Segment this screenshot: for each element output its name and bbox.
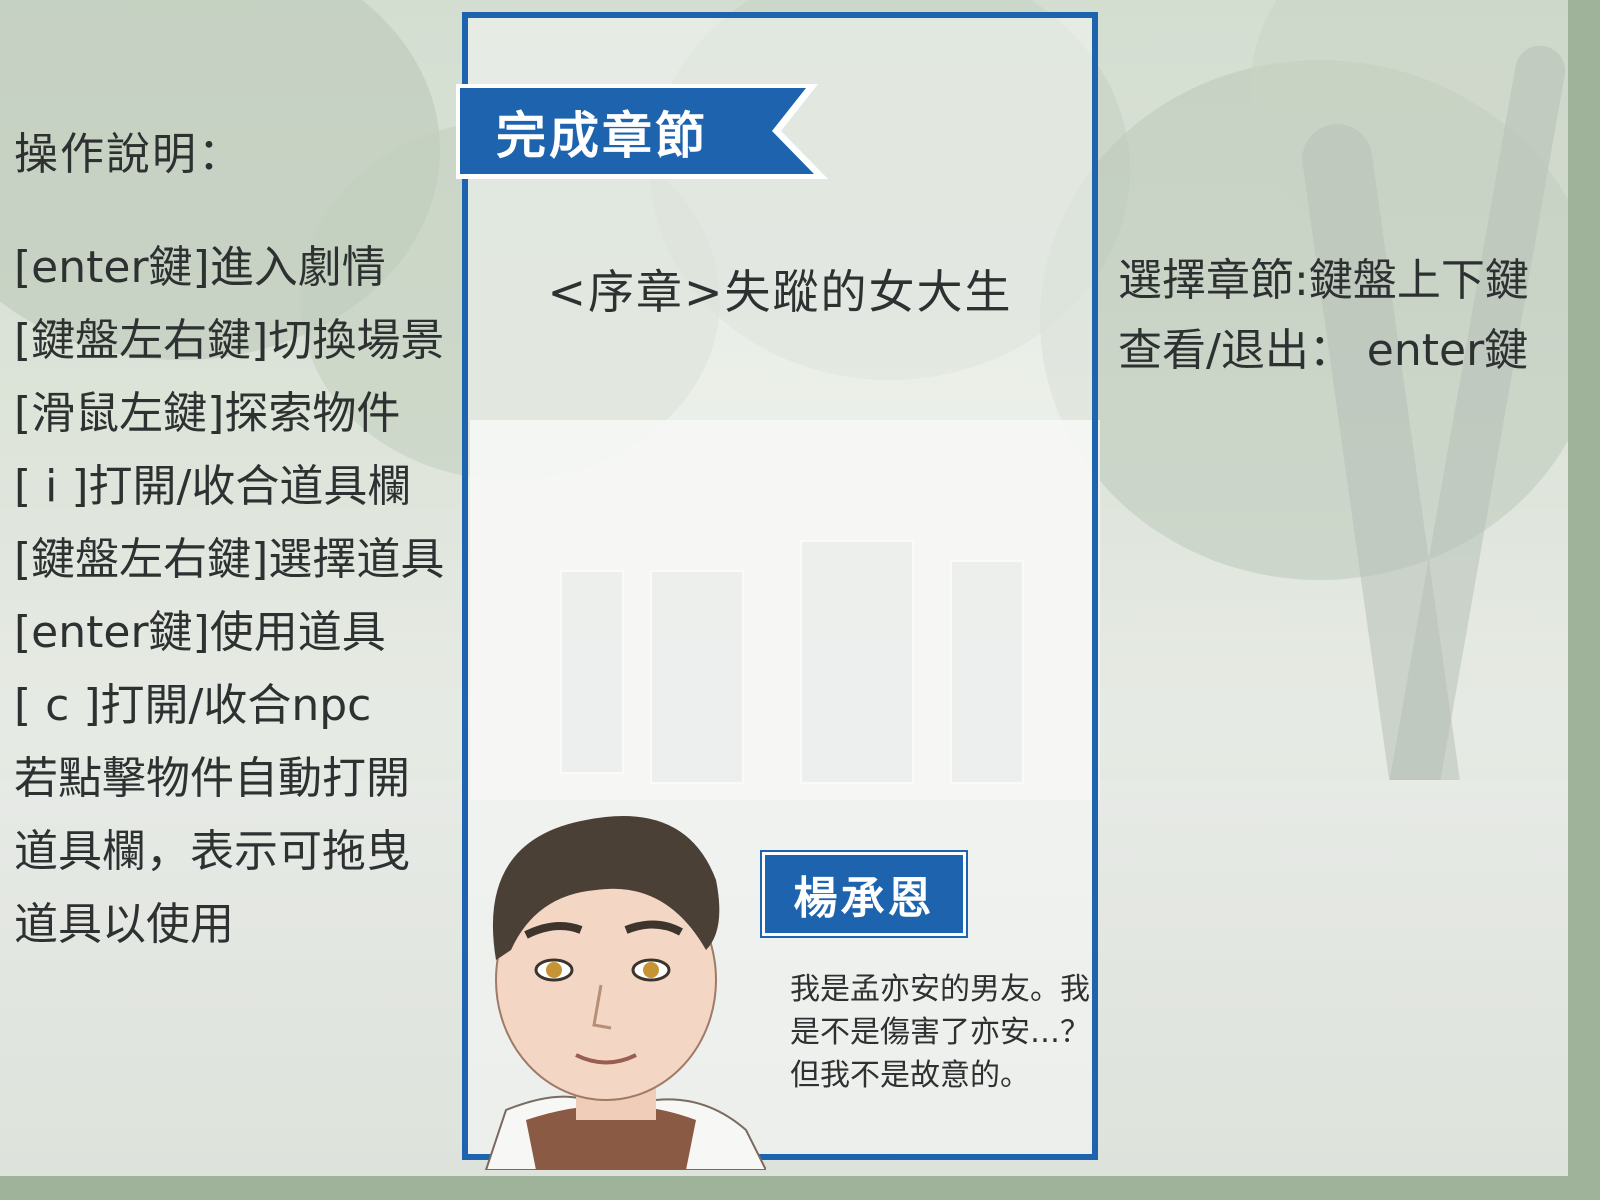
character-portrait [466, 800, 768, 1171]
help-line: [enter鍵]進入劇情 [14, 242, 386, 293]
help-line: 若點擊物件自動打開 [14, 753, 410, 804]
background-scene [0, 0, 1568, 1176]
ribbon-shape [456, 84, 828, 179]
completed-chapters-banner: 完成章節 [456, 84, 828, 179]
help-line: [ i ]打開/收合道具欄 [14, 461, 412, 512]
help-line: 道具欄，表示可拖曳 [14, 826, 410, 877]
help-line: 道具以使用 [14, 899, 234, 950]
chapter-title[interactable]: <序章>失蹤的女大生 [547, 265, 1013, 319]
character-dialogue: 我是孟亦安的男友。我是不是傷害了亦安…？但我不是故意的。 [790, 972, 1090, 1093]
chapter-select-help: 選擇章節:鍵盤上下鍵 查看/退出： enter鍵 [1118, 246, 1563, 386]
select-chapter-hint: 選擇章節:鍵盤上下鍵 [1118, 255, 1529, 306]
help-line: [鍵盤左右鍵]切換場景 [14, 315, 445, 366]
controls-help-title: 操作說明： [14, 129, 244, 180]
character-name-plate: 楊承恩 [760, 850, 968, 938]
view-exit-hint: 查看/退出： enter鍵 [1118, 325, 1529, 376]
help-line: [鍵盤左右鍵]選擇道具 [14, 534, 445, 585]
help-line: [ c ]打開/收合npc [14, 680, 372, 731]
help-line: [enter鍵]使用道具 [14, 607, 386, 658]
banner-label: 完成章節 [496, 107, 708, 165]
help-line: [滑鼠左鍵]探索物件 [14, 388, 401, 439]
controls-help: 操作說明： [enter鍵]進入劇情 [鍵盤左右鍵]切換場景 [滑鼠左鍵]探索物… [14, 118, 474, 961]
